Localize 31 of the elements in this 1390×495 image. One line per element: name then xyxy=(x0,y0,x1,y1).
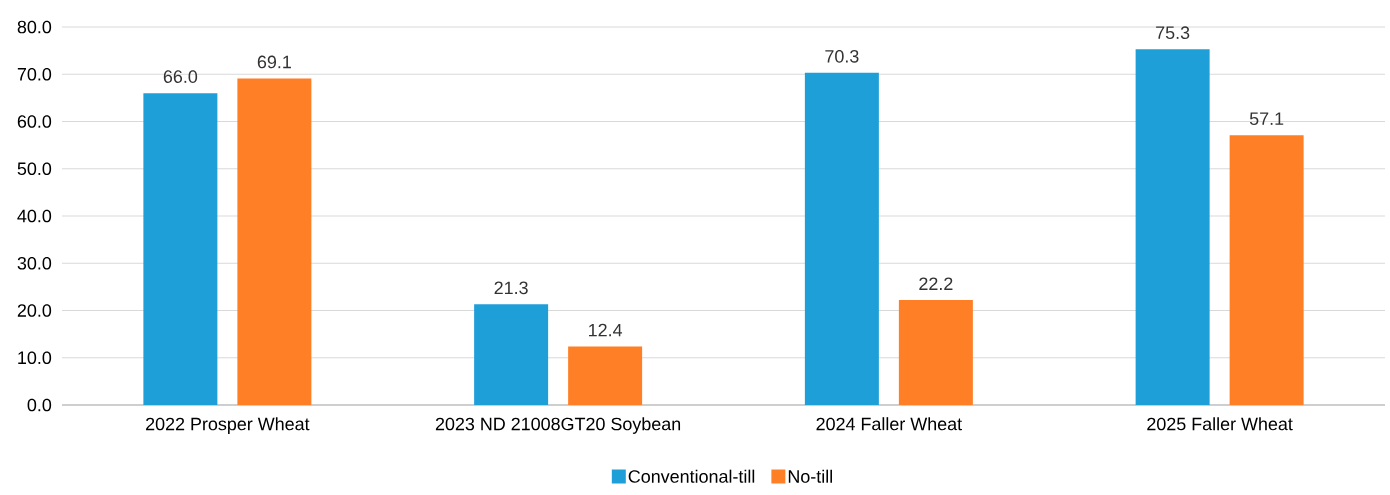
bar xyxy=(568,346,643,405)
y-tick-label: 0.0 xyxy=(27,398,52,412)
data-label: 21.3 xyxy=(494,281,528,295)
x-tick-label: 2025 Faller Wheat xyxy=(1147,417,1293,431)
bar xyxy=(143,93,218,405)
y-tick-label: 30.0 xyxy=(17,256,52,270)
y-tick-label: 80.0 xyxy=(17,20,52,34)
y-tick-label: 10.0 xyxy=(18,351,52,365)
bar xyxy=(804,72,879,405)
bar xyxy=(1135,49,1210,405)
y-tick-label: 50.0 xyxy=(17,162,52,176)
x-tick-label: 2022 Prosper Wheat xyxy=(146,417,310,434)
legend-label: Conventional-till xyxy=(628,469,755,483)
data-label: 12.4 xyxy=(589,323,623,337)
bar xyxy=(474,304,549,405)
data-label: 57.1 xyxy=(1249,112,1284,126)
data-label: 70.3 xyxy=(825,49,859,63)
data-label: 69.1 xyxy=(257,55,291,69)
x-tick-label: 2024 Faller Wheat xyxy=(816,417,962,431)
bar xyxy=(898,300,973,405)
x-tick-label: 2023 ND 21008GT20 Soybean xyxy=(435,417,681,434)
y-tick-label: 20.0 xyxy=(17,304,52,317)
data-label: 75.3 xyxy=(1156,26,1190,40)
bar xyxy=(1229,135,1304,405)
data-label: 22.2 xyxy=(919,277,953,290)
y-tick-label: 60.0 xyxy=(17,115,52,128)
data-label: 66.0 xyxy=(163,70,198,83)
bar xyxy=(237,78,312,405)
y-tick-label: 70.0 xyxy=(17,67,52,81)
legend-label: No-till xyxy=(788,469,832,483)
y-tick-label: 40.0 xyxy=(17,209,52,223)
